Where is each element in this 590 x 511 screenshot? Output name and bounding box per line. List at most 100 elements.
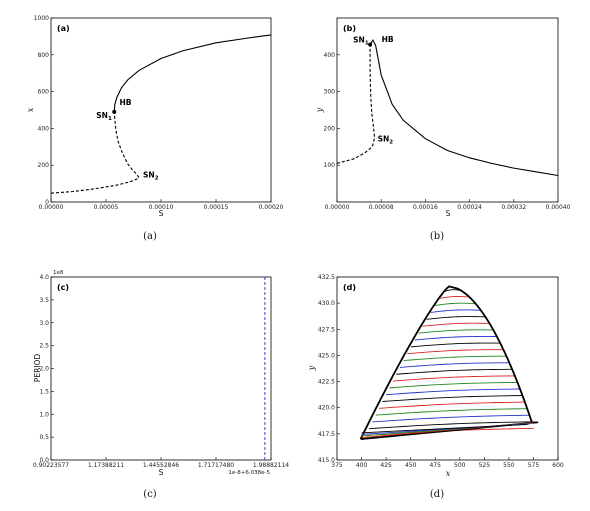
panel-d-ylabel: y: [307, 365, 316, 371]
y-tick-label: 600: [38, 89, 50, 96]
panel-b: 0.00000 0.00008 0.00016 0.00024 0.00032 0.000…: [315, 17, 571, 242]
y-tick-label: 417.5: [318, 431, 335, 438]
panel-c-caption: (c): [143, 489, 157, 500]
panel-b-caption: (b): [430, 231, 444, 242]
orbit-line: [407, 349, 504, 355]
x-tick-label: 1.98882114: [253, 462, 289, 469]
panel-b-label: (b): [343, 24, 356, 33]
y-tick-label: 2.5: [39, 343, 49, 350]
bifurcation-annotation: SN1: [96, 111, 112, 122]
x-tick-label: 375: [331, 462, 343, 469]
orbit-line: [426, 316, 486, 320]
orbit-line: [372, 414, 530, 423]
x-tick-label: 0.00015: [204, 204, 229, 211]
panel-c-label: (c): [57, 283, 69, 292]
x-tick-label: 0.00000: [325, 204, 350, 211]
x-tick-label: 0.00024: [457, 204, 482, 211]
x-tick-label: 525: [479, 462, 491, 469]
panel-d-orbits: [359, 285, 539, 440]
orbit-line: [430, 309, 481, 313]
x-tick-label: 450: [405, 462, 417, 469]
orbit-line: [369, 421, 532, 430]
y-tick-label: 0: [45, 199, 49, 206]
sn1-marker: [112, 109, 117, 114]
orbit-line: [375, 408, 528, 416]
y-tick-label: 427.5: [318, 326, 335, 333]
panel-b-frame: [336, 17, 559, 203]
panel-b-xlabel: S: [446, 209, 451, 218]
x-tick-label: 0.00016: [413, 204, 438, 211]
panel-a-lines: [50, 34, 272, 194]
panel-d-xlabel: x: [446, 469, 451, 478]
y-tick-label: 800: [38, 52, 50, 59]
x-tick-label: 0.00005: [94, 204, 119, 211]
panel-c-ticks: 0.90223577 1.17388211 1.44552846 1.71717480…: [33, 274, 289, 469]
bifurcation-annotation: SN2: [143, 171, 159, 182]
y-tick-label: 415.0: [318, 457, 335, 464]
panel-d-frame: [336, 276, 559, 461]
orbit-line: [396, 368, 513, 375]
y-tick-label: 425.0: [318, 352, 335, 359]
y-tick-label: 432.5: [318, 274, 335, 281]
x-tick-label: 1.71717480: [198, 462, 234, 469]
x-tick-label: 1.17388211: [88, 462, 124, 469]
panel-a: 0.00000 0.00005 0.00010 0.00015 0.00020 0 200 4…: [26, 15, 284, 242]
x-tick-label: 575: [528, 462, 540, 469]
panel-b-lines: [336, 38, 559, 177]
x-tick-label: 0.00008: [369, 204, 394, 211]
y-tick-label: 4.0: [39, 274, 49, 281]
orbit-line: [361, 423, 528, 434]
x-tick-label: 600: [552, 462, 564, 469]
x-tick-label: 0.90223577: [33, 462, 69, 469]
y-tick-label: 300: [324, 89, 336, 96]
x-tick-label: 475: [429, 462, 441, 469]
y-tick-label: 200: [324, 125, 336, 132]
bifurcation-annotation: HB: [119, 98, 131, 107]
orbit-line: [379, 401, 525, 409]
x-tick-label: 400: [356, 462, 368, 469]
y-tick-label: 400: [324, 52, 336, 59]
stable-branch-line: [113, 34, 272, 112]
y-tick-label: 1.5: [39, 388, 49, 395]
panel-d-caption: (d): [430, 489, 444, 500]
y-tick-label: 3.0: [39, 320, 49, 327]
orbit-line: [418, 329, 494, 334]
panel-c: 1e8 0.90223577 1.17388211 1.44552846 1.7171…: [33, 270, 289, 500]
x-tick-label: 0.00032: [501, 204, 526, 211]
panel-c-xlabel: S: [159, 468, 164, 477]
orbit-line: [382, 395, 523, 402]
x-tick-label: 500: [454, 462, 466, 469]
x-tick-label: 425: [380, 462, 392, 469]
panel-b-annotations: SN1 HB SN2: [353, 35, 394, 146]
panel-d-label: (d): [343, 283, 356, 292]
orbit-line: [389, 381, 518, 389]
y-tick-label: 400: [38, 125, 50, 132]
panel-c-multiplier: 1e8: [53, 270, 64, 276]
orbit-line: [392, 375, 515, 382]
orbit-line: [435, 302, 476, 306]
bifurcation-annotation: SN1: [353, 35, 369, 46]
y-tick-label: 422.5: [318, 379, 335, 386]
orbit-line: [439, 296, 470, 299]
panel-a-ticks: 0.00000 0.00005 0.00010 0.00015 0.00020 0 200 4…: [34, 15, 284, 211]
panel-a-caption: (a): [143, 231, 157, 242]
y-tick-label: 100: [324, 162, 336, 169]
unstable-branch-line: [50, 111, 140, 194]
y-tick-label: 0.0: [39, 457, 49, 464]
unstable-branch-line: [336, 44, 376, 164]
stable-branch-line: [369, 38, 559, 177]
outer-orbit: [359, 285, 539, 440]
y-tick-label: 1000: [34, 15, 49, 22]
y-tick-label: 3.5: [39, 297, 49, 304]
x-tick-label: 550: [503, 462, 515, 469]
panel-d: 375 400 425 450 475 500 525 550 575 600 415.0 417.5…: [307, 274, 564, 500]
y-tick-label: 420.0: [318, 405, 335, 412]
y-tick-label: 2.0: [39, 366, 49, 373]
panel-a-annotations: SN1 HB SN2: [96, 98, 158, 182]
bifurcation-annotation: SN2: [378, 135, 394, 146]
panel-a-frame: [50, 17, 272, 203]
panel-b-ylabel: y: [315, 107, 324, 113]
panel-a-xlabel: S: [159, 209, 164, 218]
panel-a-ylabel: x: [26, 107, 35, 112]
orbit-line: [414, 336, 497, 341]
